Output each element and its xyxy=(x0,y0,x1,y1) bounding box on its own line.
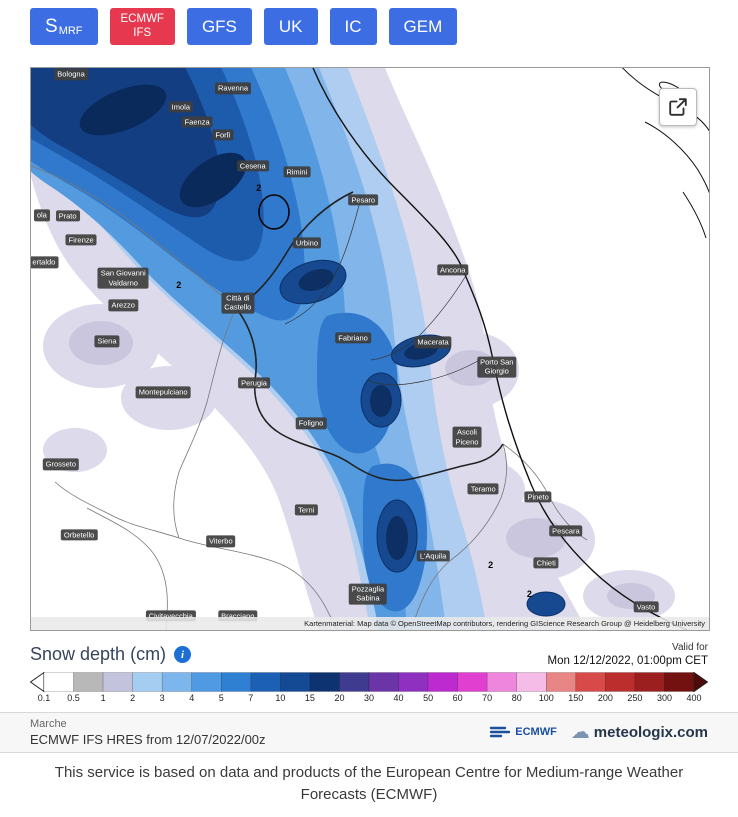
scale-bar-svg xyxy=(30,671,708,692)
scale-ticks: 0.1 0.5 1 2 3 4 5 7 10 15 20 30 40 50 60 70 80 100 150 200 2… xyxy=(30,692,708,706)
share-button[interactable] xyxy=(659,88,697,126)
ecmwf-logo-icon xyxy=(490,727,511,738)
scale-tick: 20 xyxy=(334,692,345,703)
valid-for: Valid for Mon 12/12/2022, 01:00pm CET xyxy=(548,641,708,669)
scale-tick: 60 xyxy=(452,692,463,703)
scale-tick: 50 xyxy=(423,692,434,703)
info-icon[interactable]: i xyxy=(174,646,192,664)
color-scale: 0.1 0.5 1 2 3 4 5 7 10 15 20 30 40 50 60 70 80 100 150 200 2… xyxy=(30,671,708,706)
scale-tick: 400 xyxy=(686,692,702,703)
footer-disclaimer: This service is based on data and produc… xyxy=(54,763,684,804)
snow-depth-map xyxy=(31,68,709,630)
scale-tick: 0.1 xyxy=(37,692,51,703)
scale-tick: 0.5 xyxy=(67,692,80,703)
scale-tick: 15 xyxy=(304,692,315,703)
legend-header: Snow depth (cm) i Valid for Mon 12/12/20… xyxy=(30,641,708,669)
model-tab-uk[interactable]: UK xyxy=(263,8,318,45)
scale-tick: 7 xyxy=(248,692,254,703)
map-canvas[interactable]: Bologna Ravenna Imola Faenza Forlì Cesena Rimi… xyxy=(30,67,710,631)
scale-tick: 250 xyxy=(627,692,643,703)
scale-tick: 1 xyxy=(100,692,106,703)
scale-tick: 300 xyxy=(656,692,672,703)
ecmwf-logo[interactable]: ECMWF xyxy=(489,725,557,739)
share-icon xyxy=(669,98,687,116)
model-tabs: S MRF ECMWF IFS GFS UK IC GEM xyxy=(0,0,738,45)
scale-tick: 5 xyxy=(218,692,224,703)
scale-tick: 30 xyxy=(363,692,375,703)
meteologix-logo-text: meteologix.com xyxy=(593,723,708,741)
cloud-icon: ☁ xyxy=(570,721,590,743)
model-tab-gem[interactable]: GEM xyxy=(388,8,458,45)
scale-tick: 150 xyxy=(568,692,584,703)
model-tab-ecmwf-ifs[interactable]: ECMWF IFS xyxy=(109,8,175,45)
model-run-label: ECMWF IFS HRES from 12/07/2022/00z xyxy=(30,731,266,747)
scale-tick: 2 xyxy=(130,692,136,703)
scale-tick: 3 xyxy=(159,692,165,703)
model-tab-smrf[interactable]: S MRF xyxy=(30,8,98,45)
source-box: Marche ECMWF IFS HRES from 12/07/2022/00… xyxy=(0,711,738,753)
scale-tick: 80 xyxy=(511,692,522,703)
legend-title: Snow depth (cm) xyxy=(30,644,167,665)
scale-tick: 10 xyxy=(275,692,286,703)
model-tab-gfs[interactable]: GFS xyxy=(186,8,252,45)
scale-tick: 4 xyxy=(189,692,195,703)
model-tab-ic[interactable]: IC xyxy=(329,8,377,45)
meteologix-logo[interactable]: ☁ meteologix.com xyxy=(571,723,708,742)
scale-tick: 40 xyxy=(393,692,404,703)
ecmwf-logo-text: ECMWF xyxy=(515,726,557,739)
map-attribution: Kartenmaterial: Map data © OpenStreetMap… xyxy=(31,617,709,630)
scale-tick: 70 xyxy=(482,692,493,703)
scale-tick: 200 xyxy=(597,692,613,703)
scale-tick: 100 xyxy=(538,692,554,703)
valid-for-value: Mon 12/12/2022, 01:00pm CET xyxy=(547,655,708,667)
region-label: Marche xyxy=(30,717,67,730)
valid-for-label: Valid for xyxy=(672,642,708,653)
